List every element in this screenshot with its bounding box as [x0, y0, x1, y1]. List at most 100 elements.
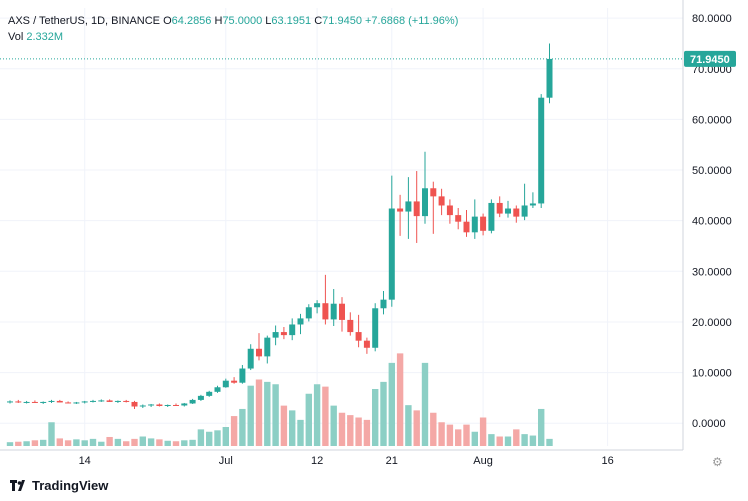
candle-body [422, 188, 428, 217]
volume-bar [189, 439, 196, 446]
volume-bar [73, 439, 80, 446]
volume-bar [181, 440, 188, 446]
volume-bar [479, 417, 487, 446]
volume-bar [40, 439, 47, 446]
last-price-label: 71.9450 [690, 54, 730, 66]
volume-bar [106, 436, 113, 446]
volume-bar [438, 422, 445, 446]
volume-bar [289, 410, 296, 446]
volume-bar [48, 422, 55, 446]
candle-body [222, 380, 229, 388]
volume-bar [330, 405, 337, 446]
candle-body [380, 299, 387, 309]
candle-body [40, 401, 47, 403]
volume-bar [23, 441, 30, 446]
symbol-title[interactable]: AXS / TetherUS, 1D, BINANCE [8, 15, 161, 27]
candle-body [455, 215, 462, 222]
volume-bar [98, 441, 105, 446]
candle-body [546, 58, 553, 98]
volume-bar [396, 353, 404, 446]
volume-bar [64, 440, 72, 446]
candle-body [289, 324, 296, 336]
candle-body [513, 208, 520, 217]
volume-bar [239, 408, 246, 446]
volume-bar [388, 362, 395, 446]
volume-bar [372, 389, 379, 446]
candle-body [297, 318, 304, 325]
settings-gear-icon[interactable]: ⚙ [712, 455, 723, 469]
candle-body [372, 308, 379, 348]
candle-body [173, 404, 179, 406]
x-tick-label: 12 [311, 455, 323, 467]
y-tick-label: 40.0000 [692, 216, 732, 228]
candle-body [505, 208, 511, 214]
volume-bar [521, 434, 528, 446]
grid-lines [0, 8, 683, 446]
volume-bar [455, 429, 462, 446]
candle-body [471, 216, 478, 233]
tradingview-branding[interactable]: TradingView [10, 478, 108, 493]
candle-body [231, 380, 238, 383]
candle-body [65, 402, 72, 404]
volume-bars [6, 353, 553, 446]
close-label: C [314, 15, 323, 27]
candle-body [272, 332, 279, 338]
volume-bar [446, 424, 454, 446]
candlestick-series [7, 43, 553, 410]
candle-body [23, 401, 30, 403]
candle-body [280, 332, 287, 336]
candle-body [521, 205, 528, 217]
candle-body [148, 404, 155, 406]
volume-bar [488, 434, 495, 446]
volume-bar [164, 440, 171, 446]
candle-body [73, 402, 80, 404]
volume-bar [297, 419, 304, 446]
candle-body [264, 337, 271, 357]
candle-body [430, 188, 437, 197]
volume-bar [131, 438, 138, 446]
volume-bar [264, 381, 271, 446]
y-tick-label: 80.0000 [692, 13, 732, 25]
volume-bar [496, 436, 503, 446]
volume-bar [156, 439, 163, 446]
y-tick-label: 50.0000 [692, 165, 732, 177]
volume-bar [313, 384, 321, 446]
volume-bar [355, 417, 362, 446]
candle-body [56, 400, 63, 403]
volume-bar [230, 416, 238, 446]
candle-body [139, 405, 146, 407]
volume-bar [463, 424, 470, 446]
volume-bar [222, 427, 229, 446]
volume-bar [15, 441, 22, 446]
vol-label[interactable]: Vol [8, 31, 24, 43]
candle-body [355, 332, 362, 341]
volume-bar [405, 405, 412, 446]
candle-body [15, 401, 22, 403]
x-tick-label: Aug [473, 455, 493, 467]
volume-bar [471, 431, 478, 446]
volume-bar [546, 438, 553, 446]
candle-body [131, 401, 138, 407]
volume-bar [114, 438, 122, 446]
volume-bar [123, 441, 130, 446]
volume-bar [247, 385, 254, 446]
volume-bar [538, 408, 545, 446]
volume-bar [380, 381, 387, 446]
candle-body [446, 205, 453, 216]
high-label: H [214, 15, 223, 27]
candle-body [438, 196, 445, 206]
volume-bar [214, 430, 221, 446]
vol-value: 2.332M [26, 31, 64, 43]
y-tick-label: 60.0000 [692, 114, 732, 126]
candle-body [214, 387, 221, 392]
low-value: 63.1951 [271, 15, 312, 27]
volume-bar [139, 436, 146, 446]
volume-bar [347, 415, 354, 446]
candle-body [322, 303, 329, 320]
candle-body [529, 203, 536, 206]
candle-body [330, 303, 337, 320]
candle-body [189, 399, 196, 404]
candle-body [106, 400, 113, 402]
x-tick-label: Jul [219, 455, 233, 467]
